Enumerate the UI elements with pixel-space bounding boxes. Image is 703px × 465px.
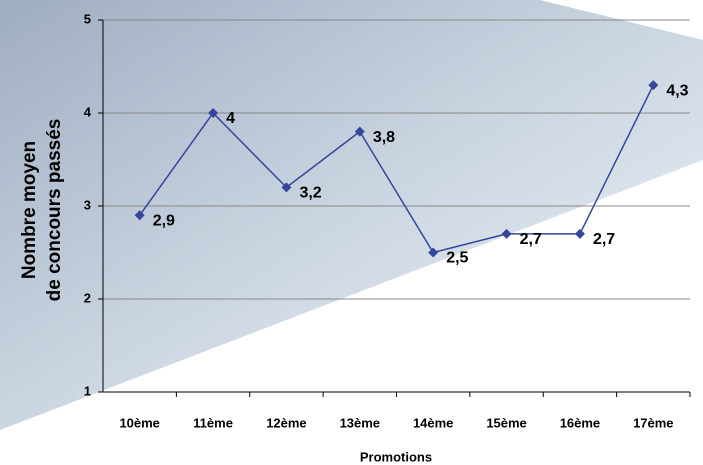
y-axis-title: de concours passés	[44, 119, 65, 302]
x-tick-label: 12ème	[266, 415, 306, 430]
data-label: 2,7	[520, 231, 542, 248]
marker	[501, 228, 512, 239]
data-label: 4	[226, 110, 235, 127]
x-tick-label: 13ème	[340, 415, 380, 430]
y-tick-label: 1	[84, 383, 91, 398]
background-photo	[0, 0, 703, 430]
marker	[648, 80, 659, 91]
y-tick-label: 4	[84, 104, 92, 119]
x-axis-title: Promotions	[360, 449, 432, 464]
marker	[354, 126, 365, 137]
line	[139, 84, 654, 254]
data-label: 2,9	[153, 213, 175, 230]
y-tick-label: 3	[84, 197, 91, 212]
x-tick-label: 11ème	[193, 415, 233, 430]
marker	[428, 247, 439, 258]
data-label: 4,3	[666, 82, 688, 99]
data-label: 2,7	[593, 231, 615, 248]
marker	[134, 210, 145, 221]
x-tick-label: 15ème	[486, 415, 526, 430]
data-label: 3,2	[299, 185, 321, 202]
y-tick-label: 5	[84, 11, 91, 26]
y-tick-label: 2	[84, 290, 91, 305]
marker	[208, 108, 219, 118]
x-tick-label: 10ème	[119, 415, 159, 430]
marker	[281, 182, 292, 193]
x-tick-label: 17ème	[633, 415, 673, 430]
y-axis-title: Nombre moyen	[19, 141, 40, 279]
x-tick-label: 14ème	[413, 415, 453, 430]
marker	[574, 228, 585, 239]
x-tick-label: 16ème	[560, 415, 600, 430]
data-label: 2,5	[446, 250, 468, 267]
data-label: 3,8	[373, 129, 395, 146]
